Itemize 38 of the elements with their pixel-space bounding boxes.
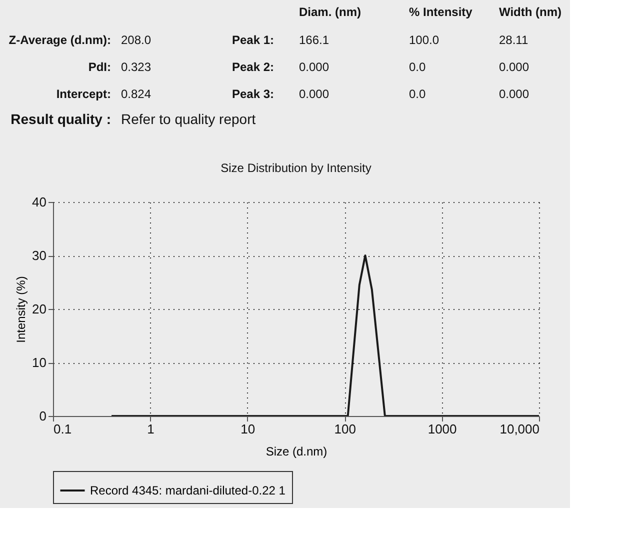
x-tick-label: 0.1 — [54, 422, 72, 436]
y-axis-title: Intensity (%) — [14, 276, 28, 343]
text: Width (nm) — [499, 5, 562, 19]
text: Peak 1: — [232, 33, 274, 47]
y-tick-label: 40 — [32, 194, 46, 210]
x-tick-label: 1000 — [428, 422, 457, 436]
x-tick-label: 1 — [147, 422, 154, 436]
y-tick-label: 10 — [32, 355, 46, 370]
text: 28.11 — [499, 33, 528, 47]
text: 0.000 — [499, 87, 530, 101]
text: 0.000 — [299, 87, 330, 101]
text: 166.1 — [299, 33, 330, 47]
text: Refer to quality report — [121, 111, 256, 127]
text: 0.0 — [409, 87, 426, 101]
text: 100.0 — [409, 33, 440, 47]
x-axis-title: Size (d.nm) — [266, 444, 328, 458]
text: Result quality : — [10, 111, 111, 127]
y-tick-label: 20 — [32, 302, 46, 316]
text: Intercept: — [56, 87, 111, 101]
text: Z-Average (d.nm): — [8, 33, 111, 47]
chart-title: Size Distribution by Intensity — [220, 161, 372, 175]
text: 208.0 — [121, 33, 152, 47]
x-tick-label: 10,000 — [500, 422, 540, 436]
text: 0.000 — [499, 60, 530, 74]
text: Peak 2: — [232, 60, 274, 74]
text: 0.0 — [409, 60, 426, 74]
text: 0.323 — [121, 60, 152, 74]
y-tick-label: 30 — [32, 248, 46, 263]
text: Peak 3: — [232, 87, 274, 101]
x-tick-label: 100 — [334, 422, 356, 436]
legend-label: Record 4345: mardani-diluted-0.22 1 — [90, 484, 286, 498]
text: PdI: — [88, 60, 111, 74]
text: % Intensity — [409, 5, 473, 19]
text: Diam. (nm) — [299, 5, 362, 19]
x-tick-label: 10 — [240, 422, 256, 436]
y-tick-label: 0 — [39, 408, 46, 424]
text: 0.824 — [121, 87, 152, 101]
text: 0.000 — [299, 60, 330, 74]
